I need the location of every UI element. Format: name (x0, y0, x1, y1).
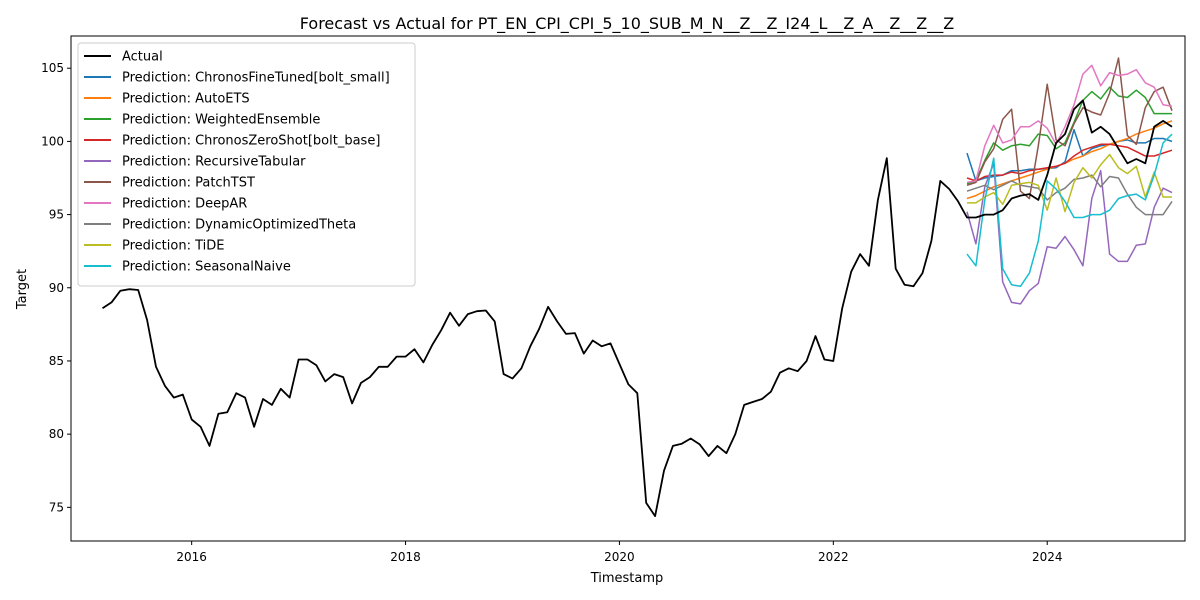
legend-entry-prediction-deepar: Prediction: DeepAR (122, 197, 247, 212)
y-tick-label: 85 (49, 354, 64, 368)
x-tick-label: 2016 (176, 550, 207, 564)
series-line-prediction-recursivetabular (966, 162, 1173, 305)
legend-entry-prediction-recursivetabular: Prediction: RecursiveTabular (122, 155, 306, 170)
series-line-prediction-seasonalnaive (966, 133, 1173, 288)
series-line-prediction-patchtst (966, 57, 1173, 200)
x-tick-label: 2020 (604, 550, 635, 564)
plot-frame (70, 35, 1186, 542)
x-tick-label: 2022 (818, 550, 849, 564)
legend-box (77, 42, 416, 287)
y-tick-label: 95 (49, 208, 64, 222)
legend-entry-prediction-chronosfinetuned-bolt-small: Prediction: ChronosFineTuned[bolt_small] (122, 71, 390, 86)
legend-entry-actual: Actual (122, 50, 163, 65)
series-line-prediction-deepar (966, 64, 1173, 184)
legend: Actual Prediction: ChronosFineTuned[bolt_… (77, 42, 416, 287)
series-line-prediction-tide (967, 153, 1172, 213)
y-tick-label: 100 (41, 134, 64, 148)
series-line-prediction-autoets (966, 120, 1173, 200)
legend-entry-prediction-patchtst: Prediction: PatchTST (122, 176, 255, 191)
y-axis-ticks: 75 80 85 90 95 100 105 (41, 61, 71, 514)
series-line-prediction-chronoszeroshot-bolt-base (966, 143, 1173, 182)
x-tick-label: 2018 (390, 550, 421, 564)
series-line-prediction-weightedensemble (966, 86, 1172, 185)
chart-title: Forecast vs Actual for PT_EN_CPI_CPI_5_1… (300, 14, 954, 34)
legend-entry-prediction-weightedensemble: Prediction: WeightedEnsemble (122, 113, 320, 128)
y-tick-label: 80 (49, 427, 64, 441)
y-tick-label: 90 (49, 281, 64, 295)
y-tick-label: 105 (41, 61, 64, 75)
series-line-actual (102, 99, 1173, 517)
legend-entry-prediction-tide: Prediction: TiDE (122, 239, 224, 254)
legend-entry-prediction-autoets: Prediction: AutoETS (122, 92, 250, 107)
x-axis-ticks: 2016 2018 2020 2022 2024 (176, 541, 1062, 564)
y-tick-label: 75 (49, 500, 64, 514)
x-tick-label: 2024 (1032, 550, 1063, 564)
legend-entry-prediction-chronoszeroshot-bolt-base: Prediction: ChronosZeroShot[bolt_base] (122, 134, 380, 149)
legend-entry-prediction-seasonalnaive: Prediction: SeasonalNaive (122, 260, 291, 275)
legend-entry-prediction-dynamicoptimizedtheta: Prediction: DynamicOptimizedTheta (122, 218, 356, 233)
y-axis-label: Target (15, 269, 30, 310)
series-line-prediction-dynamicoptimizedtheta (966, 174, 1173, 216)
plot-lines (102, 57, 1173, 517)
x-axis-label: Timestamp (590, 571, 664, 586)
